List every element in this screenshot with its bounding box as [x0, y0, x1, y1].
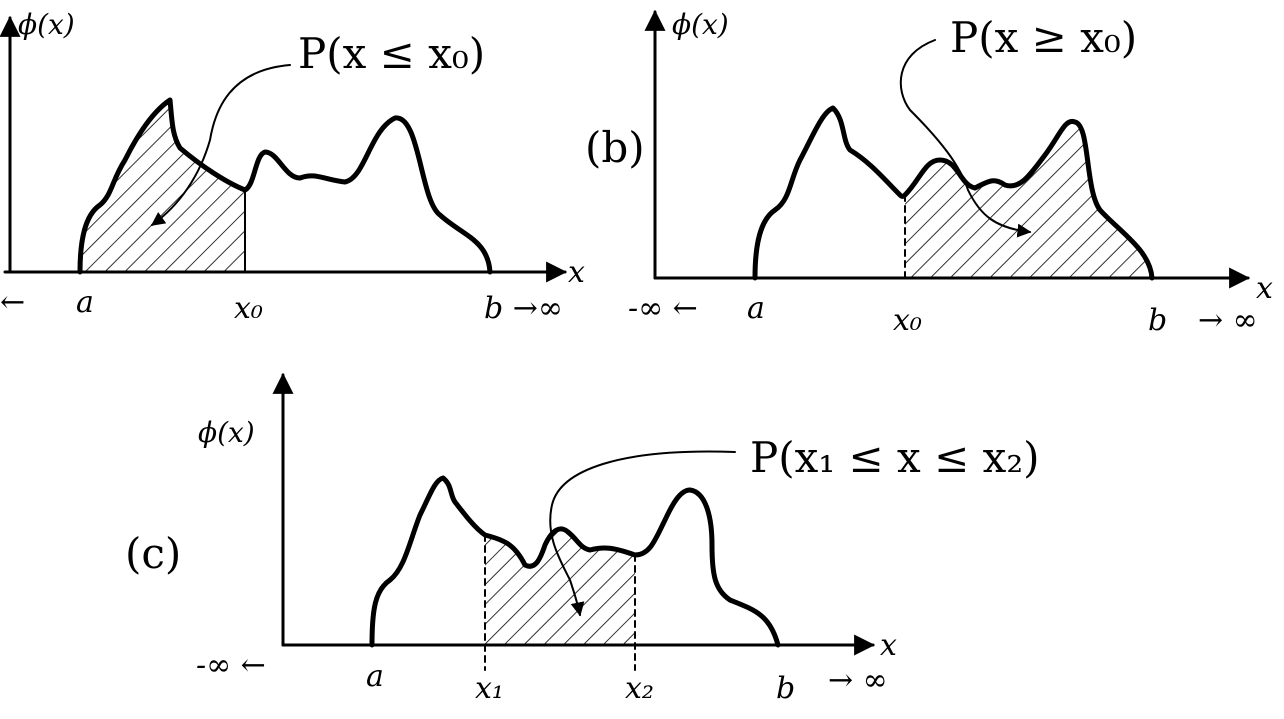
panel-c-leader-arrow — [549, 450, 736, 617]
panel-c-x2-label: x₂ — [625, 671, 654, 706]
panel-b-a-label: a — [747, 291, 765, 326]
panel-b-x0-label: x₀ — [893, 303, 922, 338]
panel-b-left-inf: -∞ ← — [628, 291, 698, 326]
panel-c-b-label: b — [776, 671, 795, 706]
panel-c-shaded-area — [485, 528, 635, 645]
panel-a-shaded-area — [80, 100, 245, 272]
panel-c: (c) ϕ(x) P(x₁ ≤ x ≤ x₂) -∞ ← a x₁ x₂ b →… — [125, 372, 1040, 706]
panel-c-ylabel: ϕ(x) — [198, 416, 255, 449]
panel-b-xlabel: x — [1256, 271, 1273, 306]
panel-a-a-label: a — [76, 285, 94, 320]
panel-c-a-label: a — [366, 659, 384, 694]
panel-b-right-inf: → ∞ — [1198, 303, 1258, 338]
panel-c-xlabel: x — [880, 628, 897, 663]
panel-a-density-curve — [77, 97, 493, 275]
panel-b-leader-arrow — [899, 39, 1032, 238]
panel-a-ylabel: ϕ(x) — [18, 8, 75, 41]
panel-b-annotation: P(x ≥ x₀) — [950, 13, 1137, 62]
panel-a-leader-arrow — [150, 64, 291, 226]
panel-c-x1-label: x₁ — [475, 671, 504, 706]
panel-c-tag: (c) — [125, 529, 181, 578]
panel-a-b-inf: b →∞ — [484, 291, 563, 326]
panel-b-b-label: b — [1148, 303, 1167, 338]
panel-c-annotation: P(x₁ ≤ x ≤ x₂) — [750, 433, 1040, 482]
panel-b-tag: (b) — [585, 123, 645, 172]
panel-c-density-curve — [369, 475, 781, 648]
panel-a-xlabel: x — [568, 255, 585, 290]
panel-c-left-inf: -∞ ← — [196, 648, 266, 683]
panel-a-annotation: P(x ≤ x₀) — [298, 29, 485, 78]
panel-c-right-inf: → ∞ — [828, 663, 888, 698]
panel-b-ylabel: ϕ(x) — [672, 8, 729, 41]
panel-b-shaded-area — [905, 121, 1152, 278]
panel-a-left-inf: ← — [0, 285, 25, 320]
panel-a-x0-label: x₀ — [234, 291, 263, 326]
panel-b-density-curve — [752, 105, 1155, 281]
panel-b: (b) ϕ(x) P(x ≥ x₀) -∞ ← a x₀ b → ∞ x — [585, 8, 1273, 338]
panel-a: ϕ(x) P(x ≤ x₀) ← a x₀ b →∞ x — [0, 8, 585, 326]
